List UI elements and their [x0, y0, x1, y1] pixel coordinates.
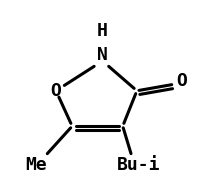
Text: O: O [175, 72, 186, 91]
Text: N: N [96, 46, 108, 64]
Text: Me: Me [25, 156, 47, 174]
Text: H: H [96, 22, 108, 40]
Text: Bu-i: Bu-i [116, 156, 160, 174]
Text: O: O [50, 82, 61, 100]
